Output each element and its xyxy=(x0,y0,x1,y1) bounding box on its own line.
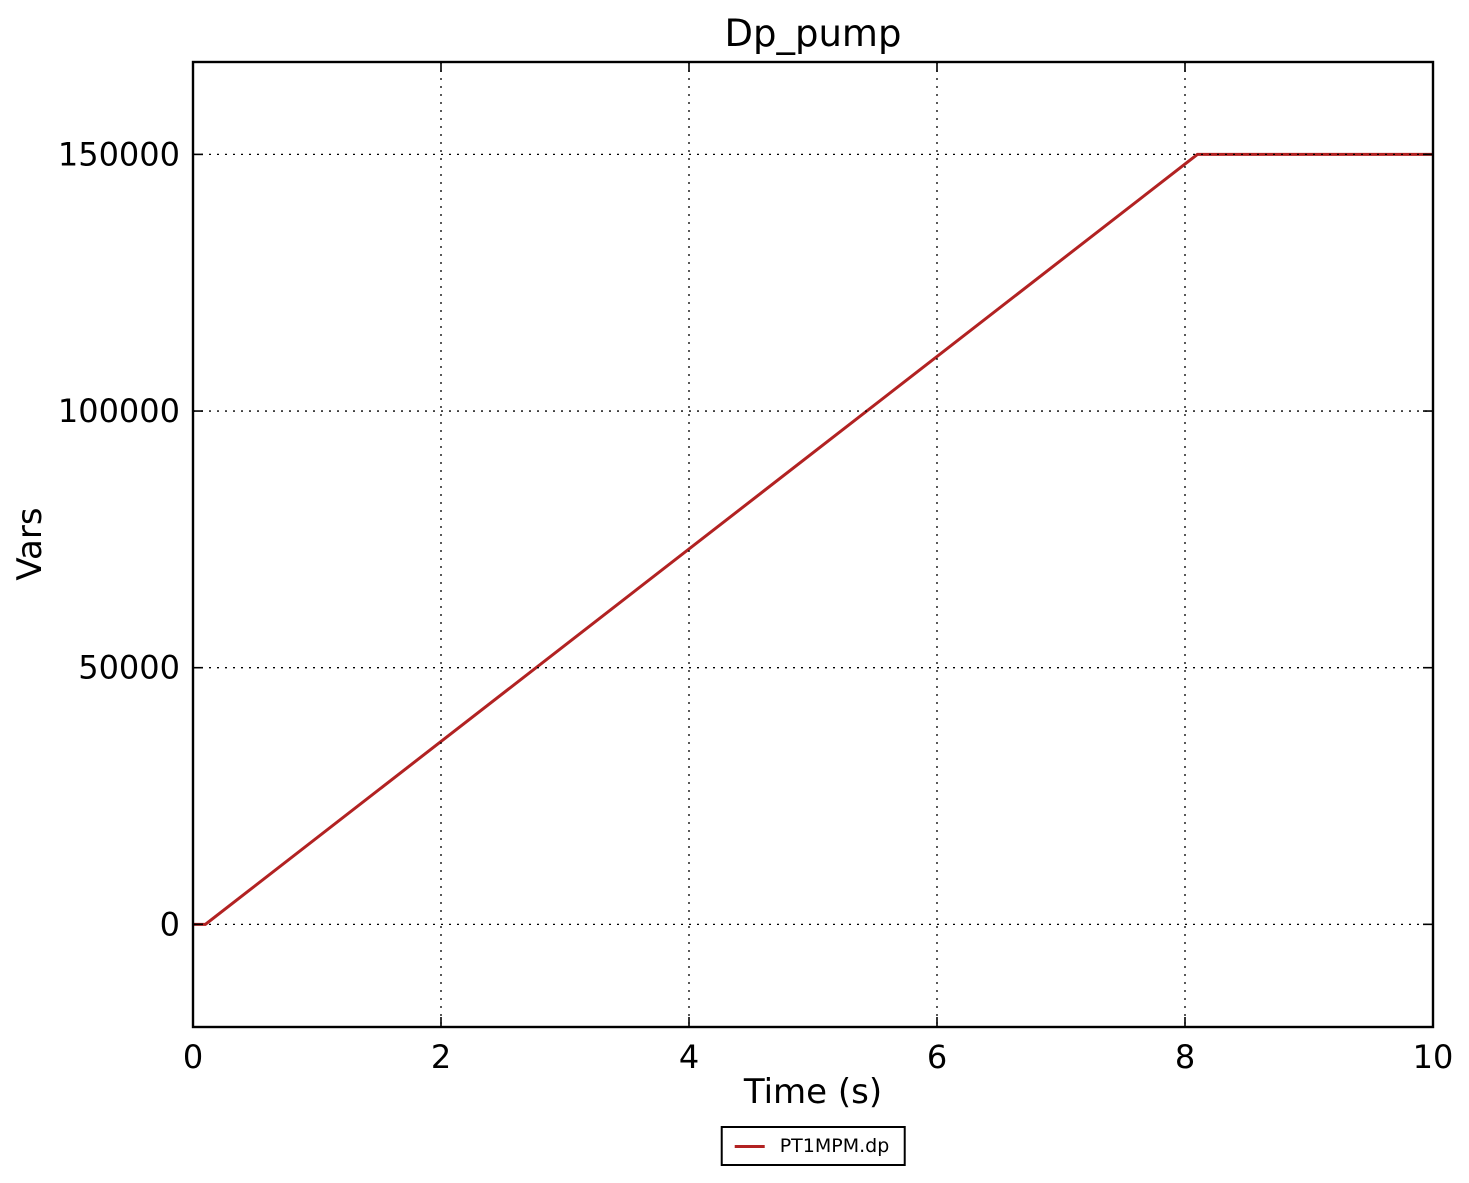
y-tick-label: 50000 xyxy=(78,649,180,687)
series-line xyxy=(193,152,1433,926)
x-tick-label: 10 xyxy=(1413,1038,1454,1076)
x-tick-label: 6 xyxy=(927,1038,947,1076)
y-tick-label: 150000 xyxy=(58,135,180,173)
x-tick-label: 4 xyxy=(679,1038,699,1076)
x-axis-label: Time (s) xyxy=(743,1072,883,1112)
legend-line-swatch xyxy=(734,1144,765,1148)
axes-border xyxy=(191,60,1435,1029)
x-tick-label: 0 xyxy=(183,1038,203,1076)
x-tick-label: 8 xyxy=(1175,1038,1195,1076)
chart-title: Dp_pump xyxy=(724,12,902,55)
y-tick-label: 100000 xyxy=(58,392,180,430)
legend: PT1MPM.dp xyxy=(720,1126,906,1166)
y-tick-label: 0 xyxy=(160,905,180,943)
x-tick-label: 2 xyxy=(431,1038,451,1076)
legend-series-label: PT1MPM.dp xyxy=(779,1135,890,1157)
y-axis-label: Vars xyxy=(10,507,50,581)
